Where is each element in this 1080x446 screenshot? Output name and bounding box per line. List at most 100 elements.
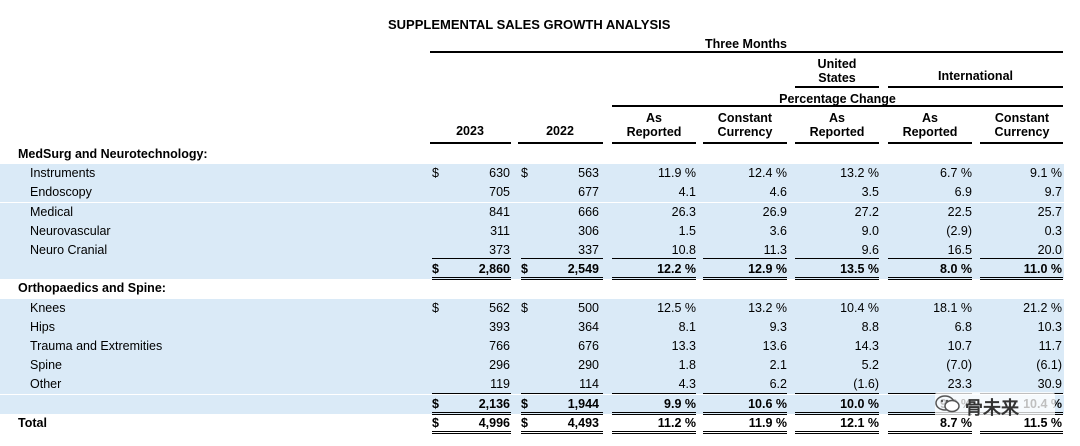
constant-currency-cell: 26.9	[762, 204, 787, 219]
constant-currency-cell: 4.6	[769, 185, 787, 200]
row-label: Neurovascular	[30, 223, 111, 238]
single-underline	[521, 258, 603, 260]
us-as-reported-cell: 8.8	[861, 319, 879, 334]
intl-as-reported-cell: 6.7 %	[940, 166, 972, 181]
constant-currency-cell: 9.3	[769, 319, 787, 334]
header-rule-top	[430, 51, 1063, 53]
us-as-reported-cell: 10.4 %	[840, 300, 879, 315]
constant-currency-header: Constant Currency	[703, 111, 787, 139]
table-row: Neurovascular 311 306 1.5 3.6 9.0 (2.9) 0.3	[0, 221, 1064, 241]
intl-constant-currency-cell: (6.1)	[1036, 358, 1062, 373]
table-row: Medical 841 666 26.3 26.9 27.2 22.5 25.7	[0, 202, 1064, 222]
as-reported-cell: 4.1	[678, 185, 696, 200]
as-reported-cell: 8.1	[678, 319, 696, 334]
double-underline	[432, 277, 511, 281]
col-rule-iar	[888, 142, 972, 144]
col-2023-header: 2023	[456, 124, 484, 138]
intl-constant-currency-header: Constant Currency	[980, 111, 1064, 139]
intl-as-reported-cell: 6.8	[954, 319, 972, 334]
as-reported-cell: 9.9 %	[664, 396, 696, 411]
constant-currency-cell: 10.6 %	[748, 396, 787, 411]
value-2023-cell: 119	[490, 377, 510, 392]
value-2022-cell: 4,493	[567, 415, 599, 430]
constant-currency-cell: 12.9 %	[748, 262, 787, 277]
value-2023-cell: 630	[489, 166, 510, 181]
double-underline	[703, 431, 787, 434]
value-2022-cell: 114	[579, 377, 599, 392]
dollar-2023-cell: $	[432, 396, 439, 411]
intl-constant-currency-cell: 0.3	[1044, 223, 1062, 238]
us-as-reported-cell: 3.5	[861, 185, 879, 200]
value-2022-cell: 563	[578, 166, 599, 181]
constant-currency-cell: 13.6	[762, 339, 787, 353]
intl-as-reported-cell: 18.1 %	[933, 300, 972, 315]
constant-currency-cell: 6.2	[769, 377, 787, 392]
single-underline	[703, 392, 787, 394]
double-underline	[795, 431, 879, 434]
intl-constant-currency-cell: 10.3	[1037, 319, 1062, 334]
row-label: Instruments	[30, 166, 96, 181]
us-header: United States	[795, 57, 879, 85]
as-reported-cell: 10.8	[671, 243, 696, 257]
intl-as-reported-cell: 8.0 %	[940, 262, 972, 277]
double-underline	[703, 411, 787, 415]
us-rule	[795, 86, 879, 88]
us-header-line2: States	[818, 71, 856, 85]
col-rule-cc	[703, 142, 787, 144]
table-row: Neuro Cranial 373 337 10.8 11.3 9.6 16.5 20.0	[0, 241, 1064, 260]
single-underline	[795, 258, 879, 260]
value-2023-cell: 841	[489, 204, 510, 219]
row-label: Hips	[30, 319, 56, 334]
double-underline	[521, 277, 603, 281]
intl-constant-currency-cell: 9.1 %	[1030, 166, 1062, 181]
value-2022-cell: 666	[578, 204, 599, 219]
double-underline	[521, 431, 603, 434]
as-reported-line2: Reported	[626, 125, 682, 139]
as-reported-cell: 11.2 %	[657, 415, 696, 430]
constant-currency-cell: 3.6	[769, 223, 787, 238]
as-reported-cell: 4.3	[678, 377, 696, 392]
value-2022-cell: 337	[578, 243, 599, 257]
total-label: Total	[18, 415, 47, 430]
intl-constant-currency-cell: 21.2 %	[1023, 300, 1062, 315]
row-label: Endoscopy	[30, 185, 92, 200]
constant-currency-cell: 12.4 %	[748, 166, 787, 181]
value-2023-cell: 393	[489, 319, 510, 334]
us-as-reported-header: As Reported	[795, 111, 879, 139]
double-underline	[612, 431, 696, 434]
intl-as-reported-cell: 10.7	[947, 339, 972, 353]
row-label: Other	[30, 377, 62, 392]
intl-constant-currency-line1: Constant	[994, 111, 1050, 125]
period-header: Three Months	[705, 37, 787, 51]
dollar-2023-cell: $	[432, 415, 439, 430]
dollar-2023-cell: $	[432, 300, 439, 315]
double-underline	[612, 277, 696, 281]
intl-as-reported-cell: 16.5	[947, 243, 972, 257]
single-underline	[612, 258, 696, 260]
wechat-icon	[935, 395, 960, 413]
intl-as-reported-cell: 23.3	[947, 377, 972, 392]
col-rule-ar	[612, 142, 696, 144]
as-reported-cell: 26.3	[671, 204, 696, 219]
section-title: Orthopaedics and Spine:	[18, 281, 166, 296]
row-label: Trauma and Extremities	[30, 339, 163, 353]
value-2023-cell: 2,860	[478, 262, 510, 277]
dollar-2022-cell: $	[521, 262, 528, 277]
us-as-reported-cell: 9.6	[861, 243, 879, 257]
constant-currency-cell: 11.3	[763, 243, 787, 257]
as-reported-cell: 12.2 %	[657, 262, 696, 277]
single-underline	[521, 392, 603, 394]
double-underline	[612, 411, 696, 415]
intl-as-reported-cell: (2.9)	[946, 223, 972, 238]
single-underline	[980, 258, 1063, 260]
table-row: Trauma and Extremities 766 676 13.3 13.6 14.3…	[0, 337, 1064, 356]
us-as-reported-cell: 12.1 %	[840, 415, 879, 430]
us-as-reported-cell: 14.3	[854, 339, 879, 353]
intl-as-reported-header: As Reported	[888, 111, 972, 139]
section-title: MedSurg and Neurotechnology:	[18, 147, 208, 161]
as-reported-cell: 13.3	[671, 339, 696, 353]
single-underline	[432, 258, 511, 260]
as-reported-line1: As	[646, 111, 662, 125]
as-reported-cell: 1.5	[678, 223, 696, 238]
